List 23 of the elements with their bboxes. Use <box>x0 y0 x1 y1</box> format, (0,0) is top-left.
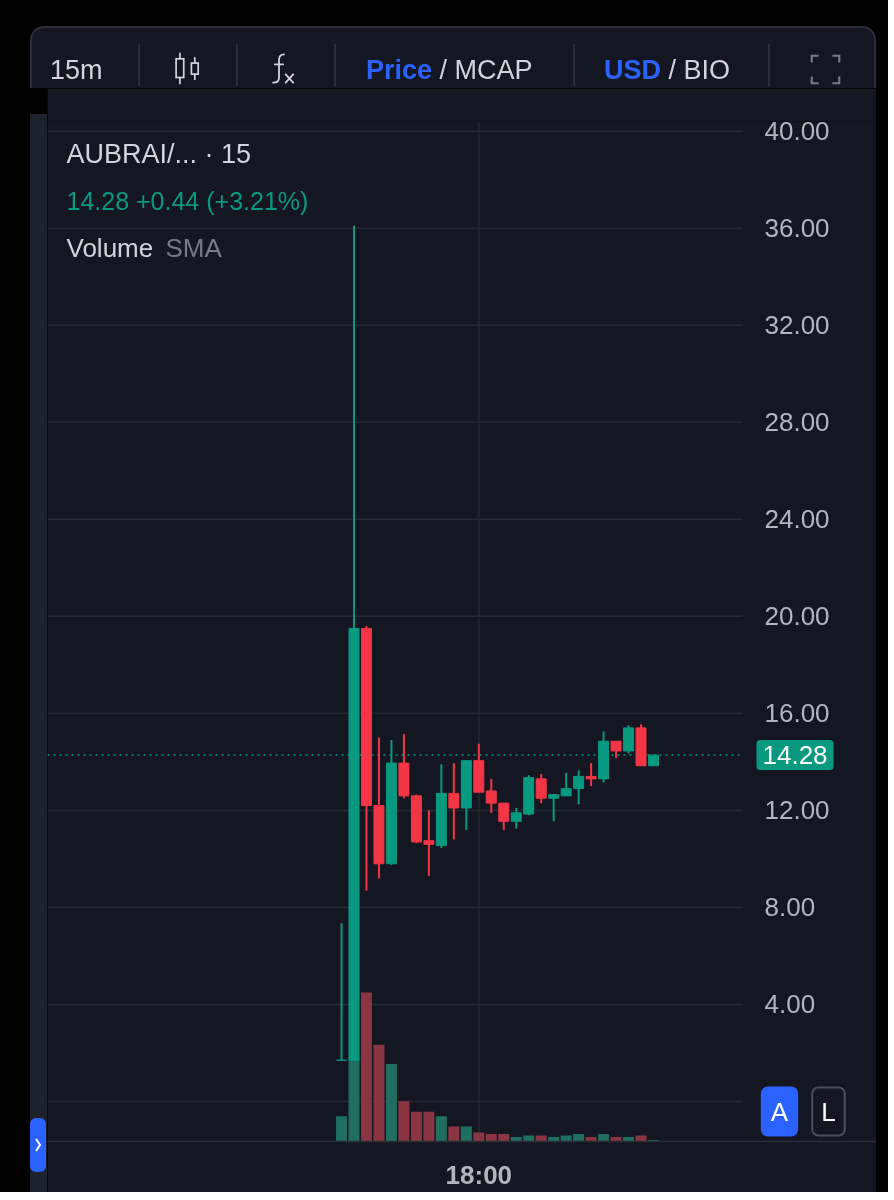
text: Price <box>366 55 433 85</box>
ref-line-label: 14.28 <box>762 740 828 771</box>
x-tick-label: 18:00 <box>445 1159 513 1190</box>
text: / BIO <box>668 55 731 85</box>
text: USD <box>604 55 662 85</box>
text: L <box>821 1096 836 1127</box>
y-tick-label: 8.00 <box>764 892 816 923</box>
y-tick-label: 40.00 <box>764 116 830 147</box>
text: 14.28 +0.44 (+3.21%) <box>66 186 309 215</box>
y-tick-label: 12.00 <box>764 795 830 826</box>
y-tick-label: 4.00 <box>764 989 816 1020</box>
y-tick-label: 20.00 <box>764 601 830 632</box>
text: SMA <box>165 232 223 263</box>
y-tick-label: 24.00 <box>764 504 830 535</box>
text: / MCAP <box>439 55 533 85</box>
text: A <box>770 1096 789 1127</box>
text: 15m <box>50 55 103 85</box>
text: Volume <box>66 232 154 263</box>
y-tick-label: 28.00 <box>764 407 830 438</box>
y-tick-label: 16.00 <box>764 698 830 729</box>
y-tick-label: 32.00 <box>764 310 830 341</box>
text: AUBRAI/... · 15 <box>66 138 252 169</box>
y-tick-label: 36.00 <box>764 213 830 244</box>
